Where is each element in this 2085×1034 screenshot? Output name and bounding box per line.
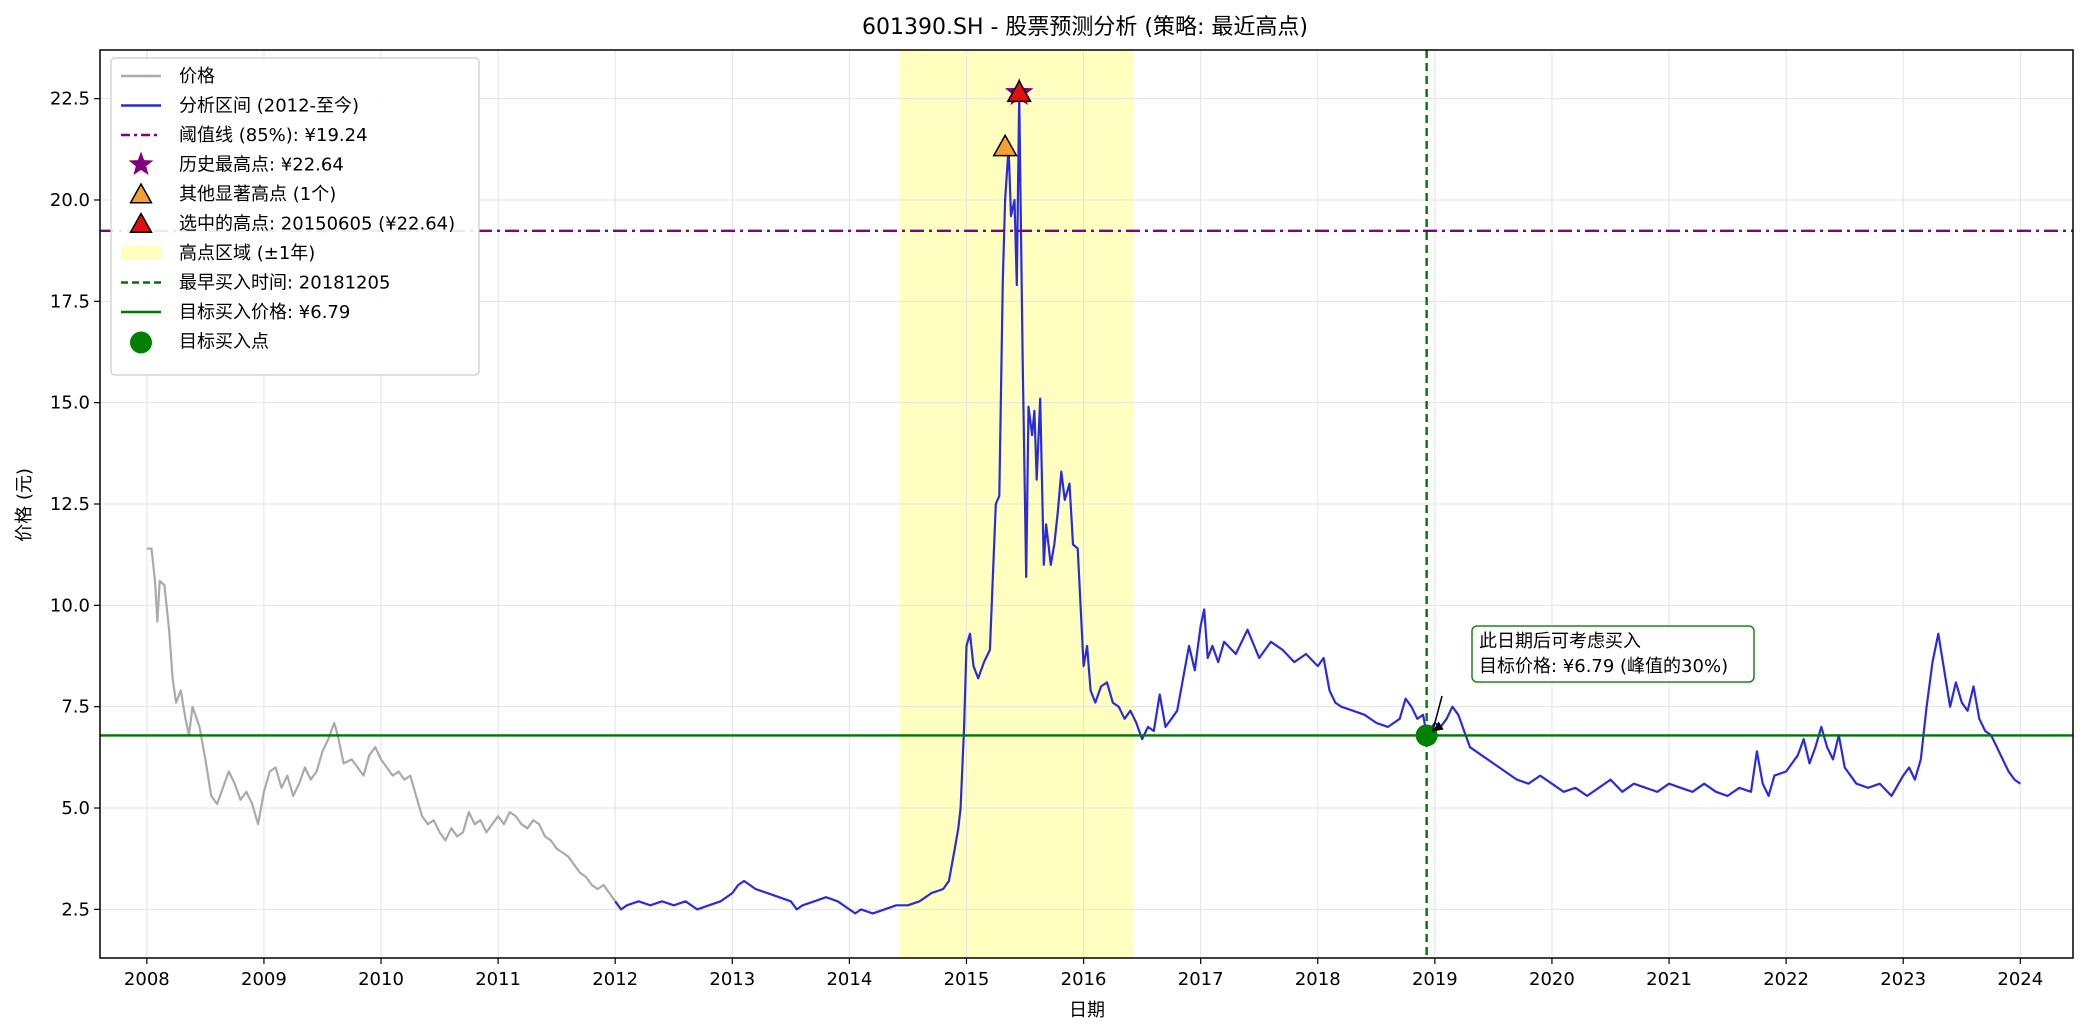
y-tick-label: 7.5 (61, 697, 90, 718)
x-tick-label: 2024 (1997, 969, 2043, 990)
legend-swatch-star (128, 151, 154, 175)
other-peak-marker (992, 133, 1018, 157)
annotation-arrowhead (1432, 721, 1444, 732)
legend-label: 历史最高点: ¥22.64 (179, 155, 344, 176)
legend-label: 阈值线 (85%): ¥19.24 (179, 125, 368, 146)
x-tick-label: 2016 (1061, 969, 1107, 990)
legend-item: 历史最高点: ¥22.64 (128, 151, 344, 176)
legend-label: 目标买入点 (179, 332, 269, 353)
legend-swatch-patch (121, 246, 161, 260)
legend-label: 分析区间 (2012-至今) (179, 96, 359, 117)
legend-label: 选中的高点: 20150605 (¥22.64) (179, 214, 455, 235)
legend-label: 其他显著高点 (1个) (179, 184, 336, 205)
y-tick-label: 15.0 (50, 393, 90, 414)
legend-item: 目标买入价格: ¥6.79 (121, 302, 350, 323)
selected-peak-marker (1006, 79, 1032, 103)
analysis-range-line (614, 93, 2021, 915)
x-tick-label: 2018 (1295, 969, 1341, 990)
legend-box (110, 57, 480, 376)
legend-item: 高点区域 (±1年) (121, 243, 315, 264)
annotation-line2: 目标价格: ¥6.79 (峰值的30%) (1479, 656, 1728, 677)
x-tick-label: 2023 (1880, 969, 1926, 990)
legend-item: 选中的高点: 20150605 (¥22.64) (129, 211, 455, 235)
x-tick-label: 2014 (826, 969, 872, 990)
x-tick-label: 2022 (1763, 969, 1809, 990)
target-buy-point (1415, 724, 1438, 747)
y-axis-label: 价格 (元) (14, 468, 35, 542)
legend-item: 价格 (121, 66, 215, 87)
x-tick-label: 2009 (241, 969, 287, 990)
x-tick-label: 2011 (475, 969, 521, 990)
y-tick-label: 22.5 (50, 89, 90, 110)
annotation-line1: 此日期后可考虑买入 (1479, 631, 1641, 652)
legend-item: 最早买入时间: 20181205 (121, 273, 390, 294)
legend-label: 价格 (179, 66, 215, 87)
x-tick-label: 2015 (944, 969, 990, 990)
legend-label: 高点区域 (±1年) (179, 243, 315, 264)
legend-swatch-triangle (129, 182, 153, 204)
legend-item: 分析区间 (2012-至今) (121, 96, 359, 117)
x-tick-label: 2012 (592, 969, 638, 990)
x-tick-label: 2008 (124, 969, 170, 990)
legend-swatch-triangle (129, 211, 153, 233)
legend-item: 目标买入点 (130, 331, 269, 354)
x-axis-label: 日期 (1069, 1000, 1105, 1021)
legend-swatch-circle (130, 331, 152, 354)
x-tick-label: 2013 (709, 969, 755, 990)
y-tick-label: 5.0 (61, 798, 90, 819)
chart-title: 601390.SH - 股票预测分析 (策略: 最近高点) (862, 15, 1308, 40)
x-tick-label: 2021 (1646, 969, 1692, 990)
annotation-box (1471, 625, 1755, 683)
x-tick-label: 2017 (1178, 969, 1224, 990)
annotation-arrow (1431, 695, 1443, 732)
legend-item: 其他显著高点 (1个) (129, 182, 336, 205)
x-tick-label: 2019 (1412, 969, 1458, 990)
legend-item: 阈值线 (85%): ¥19.24 (121, 125, 368, 146)
legend-label: 目标买入价格: ¥6.79 (179, 302, 350, 323)
y-tick-label: 10.0 (50, 595, 90, 616)
y-tick-label: 17.5 (50, 291, 90, 312)
legend-label: 最早买入时间: 20181205 (179, 273, 390, 294)
y-tick-label: 2.5 (61, 899, 90, 920)
x-tick-label: 2010 (358, 969, 404, 990)
series-group (146, 93, 2021, 915)
x-tick-label: 2020 (1529, 969, 1575, 990)
price-line (146, 547, 617, 902)
y-tick-label: 12.5 (50, 494, 90, 515)
y-tick-label: 20.0 (50, 190, 90, 211)
